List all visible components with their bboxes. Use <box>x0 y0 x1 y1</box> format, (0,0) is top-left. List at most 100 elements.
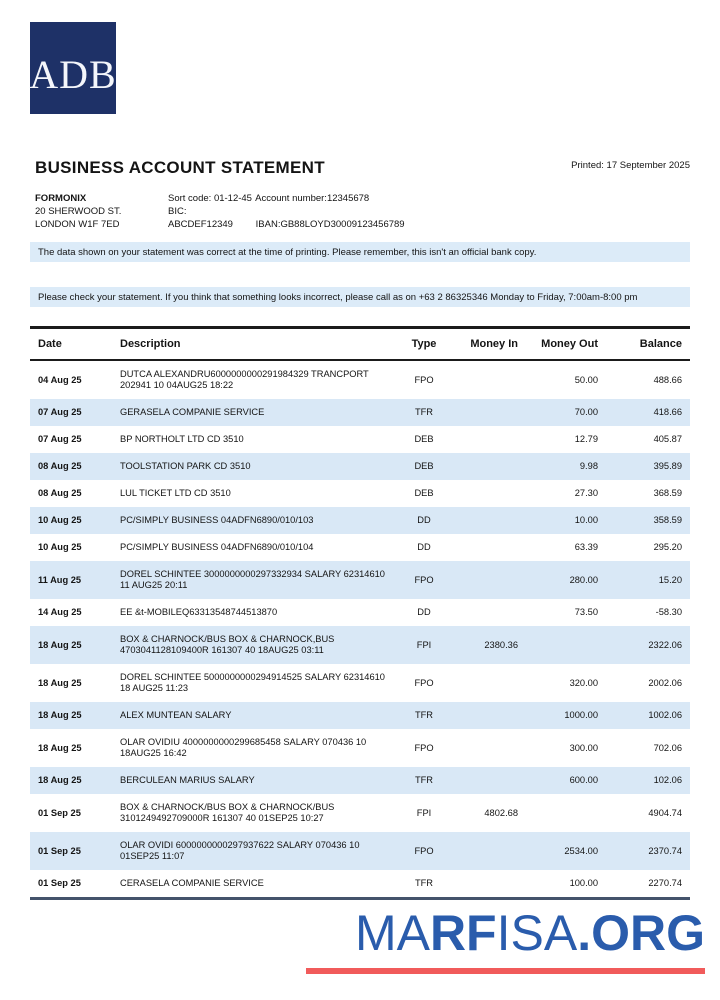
cell-balance: 418.66 <box>653 407 682 417</box>
cell-money-in: 2380.36 <box>484 639 518 650</box>
cell-money-in <box>452 767 526 794</box>
cell-date: 14 Aug 25 <box>38 607 82 617</box>
cell-description: BP NORTHOLT LTD CD 3510 <box>120 434 244 444</box>
cell-date: 18 Aug 25 <box>38 742 82 753</box>
cell-money-in <box>452 832 526 870</box>
cell-balance: 702.06 <box>653 742 682 753</box>
cell-date: 01 Sep 25 <box>38 845 81 856</box>
header-row: Date Description Type Money In Money Out… <box>30 326 690 361</box>
cell-money-in <box>452 702 526 729</box>
cell-balance: 368.59 <box>653 488 682 498</box>
table-row: 08 Aug 25 TOOLSTATION PARK CD 3510 DEB 9.98… <box>30 453 690 480</box>
cell-balance: 4904.74 <box>648 807 682 818</box>
cell-balance: 2002.06 <box>648 677 682 688</box>
cell-money-out: 50.00 <box>574 374 598 385</box>
cell-balance: 2322.06 <box>648 639 682 650</box>
watermark-segment: MA <box>354 905 430 961</box>
cell-type: DEB <box>414 461 434 471</box>
cell-money-in <box>452 599 526 626</box>
table-row: 18 Aug 25 ALEX MUNTEAN SALARY TFR 1000.00 10… <box>30 702 690 729</box>
cell-money-out: 2534.00 <box>564 845 598 856</box>
watermark-underline <box>306 968 705 974</box>
cell-type: TFR <box>414 407 434 417</box>
cell-balance: 102.06 <box>653 775 682 785</box>
cell-description: OLAR OVIDIU 4000000000299685458 SALARY 0… <box>120 737 367 758</box>
cell-description: OLAR OVIDI 6000000000297937622 SALARY 07… <box>120 840 360 861</box>
account-details-block: Sort code: 01-12-45 Account number:12345… <box>168 192 405 231</box>
account-holder-block: FORMONIX 20 SHERWOOD ST. LONDON W1F 7ED <box>35 192 121 231</box>
cell-money-out: 70.00 <box>574 407 598 417</box>
bank-logo: ADB <box>29 22 117 114</box>
cell-money-in <box>452 426 526 453</box>
cell-money-out: 280.00 <box>569 574 598 585</box>
cell-balance: 488.66 <box>653 374 682 385</box>
sort-code: Sort code: 01-12-45 <box>168 193 252 204</box>
col-type: Type <box>396 326 452 361</box>
col-description: Description <box>118 326 396 361</box>
cell-balance: -58.30 <box>655 607 682 617</box>
cell-money-out: 300.00 <box>569 742 598 753</box>
cell-type: TFR <box>414 710 434 720</box>
table-row: 10 Aug 25 PC/SIMPLY BUSINESS 04ADFN6890/0… <box>30 507 690 534</box>
cell-date: 07 Aug 25 <box>38 407 82 417</box>
cell-description: BERCULEAN MARIUS SALARY <box>120 775 255 785</box>
table-row: 11 Aug 25 DOREL SCHINTEE 3000000000297332… <box>30 561 690 599</box>
cell-type: DD <box>417 542 431 552</box>
cell-date: 10 Aug 25 <box>38 515 82 525</box>
table-row: 18 Aug 25 BERCULEAN MARIUS SALARY TFR 600.0… <box>30 767 690 794</box>
cell-balance: 405.87 <box>653 434 682 444</box>
table-row: 18 Aug 25 OLAR OVIDIU 4000000000299685458… <box>30 729 690 767</box>
table-row: 07 Aug 25 GERASELA COMPANIE SERVICE TFR 70.… <box>30 399 690 426</box>
cell-money-out: 27.30 <box>574 488 598 498</box>
cell-date: 08 Aug 25 <box>38 488 82 498</box>
watermark-segment: ISA <box>496 905 578 961</box>
cell-type: FPI <box>416 639 432 650</box>
cell-date: 01 Sep 25 <box>38 807 81 818</box>
bic: BIC: ABCDEF12349 <box>168 206 233 230</box>
cell-date: 18 Aug 25 <box>38 710 82 720</box>
cell-type: TFR <box>414 775 434 785</box>
cell-description: BOX & CHARNOCK/BUS BOX & CHARNOCK/BUS 31… <box>120 802 335 823</box>
cell-date: 07 Aug 25 <box>38 434 82 444</box>
col-money-out: Money Out <box>526 326 606 361</box>
cell-type: DEB <box>414 434 434 444</box>
cell-money-out <box>526 794 606 832</box>
transactions-table: Date Description Type Money In Money Out… <box>30 326 690 900</box>
account-details-line1: Sort code: 01-12-45 Account number:12345… <box>168 192 405 205</box>
bank-logo-text: ADB <box>29 52 117 97</box>
cell-balance: 1002.06 <box>648 710 682 720</box>
iban: IBAN:GB88LOYD30009123456789 <box>255 219 405 230</box>
cell-money-in: 4802.68 <box>484 807 518 818</box>
table-row: 01 Sep 25 CERASELA COMPANIE SERVICE TFR 100… <box>30 870 690 900</box>
account-holder-address-line1: 20 SHERWOOD ST. <box>35 206 122 217</box>
cell-date: 18 Aug 25 <box>38 677 82 688</box>
cell-money-out: 100.00 <box>526 870 606 900</box>
cell-date: 18 Aug 25 <box>38 775 82 785</box>
cell-balance: 2270.74 <box>606 870 690 900</box>
cell-money-in <box>452 664 526 702</box>
cell-type: TFR <box>396 870 452 900</box>
table-row: 01 Sep 25 BOX & CHARNOCK/BUS BOX & CHARNO… <box>30 794 690 832</box>
table-row: 08 Aug 25 LUL TICKET LTD CD 3510 DEB 27.30 3… <box>30 480 690 507</box>
cell-type: FPO <box>414 574 434 585</box>
cell-balance: 295.20 <box>653 542 682 552</box>
watermark-text: MARFISA.ORG <box>300 908 705 958</box>
cell-description: DOREL SCHINTEE 3000000000297332934 SALAR… <box>120 569 385 590</box>
cell-description: DUTCA ALEXANDRU6000000000291984329 TRANC… <box>120 369 369 390</box>
cell-description: LUL TICKET LTD CD 3510 <box>120 488 231 498</box>
account-holder-address-line2: LONDON W1F 7ED <box>35 219 120 230</box>
col-date: Date <box>30 326 118 361</box>
col-money-in: Money In <box>452 326 526 361</box>
table-row: 01 Sep 25 OLAR OVIDI 6000000000297937622 … <box>30 832 690 870</box>
cell-date: 08 Aug 25 <box>38 461 82 471</box>
cell-money-out <box>526 626 606 664</box>
cell-type: DD <box>417 515 431 525</box>
cell-balance: 15.20 <box>658 574 682 585</box>
cell-money-in <box>452 870 526 900</box>
cell-money-in <box>452 561 526 599</box>
cell-description: EE &t-MOBILEQ63313548744513870 <box>120 607 278 617</box>
cell-type: FPO <box>414 374 434 385</box>
table-row: 07 Aug 25 BP NORTHOLT LTD CD 3510 DEB 12.79… <box>30 426 690 453</box>
account-holder-name: FORMONIX <box>35 193 87 204</box>
